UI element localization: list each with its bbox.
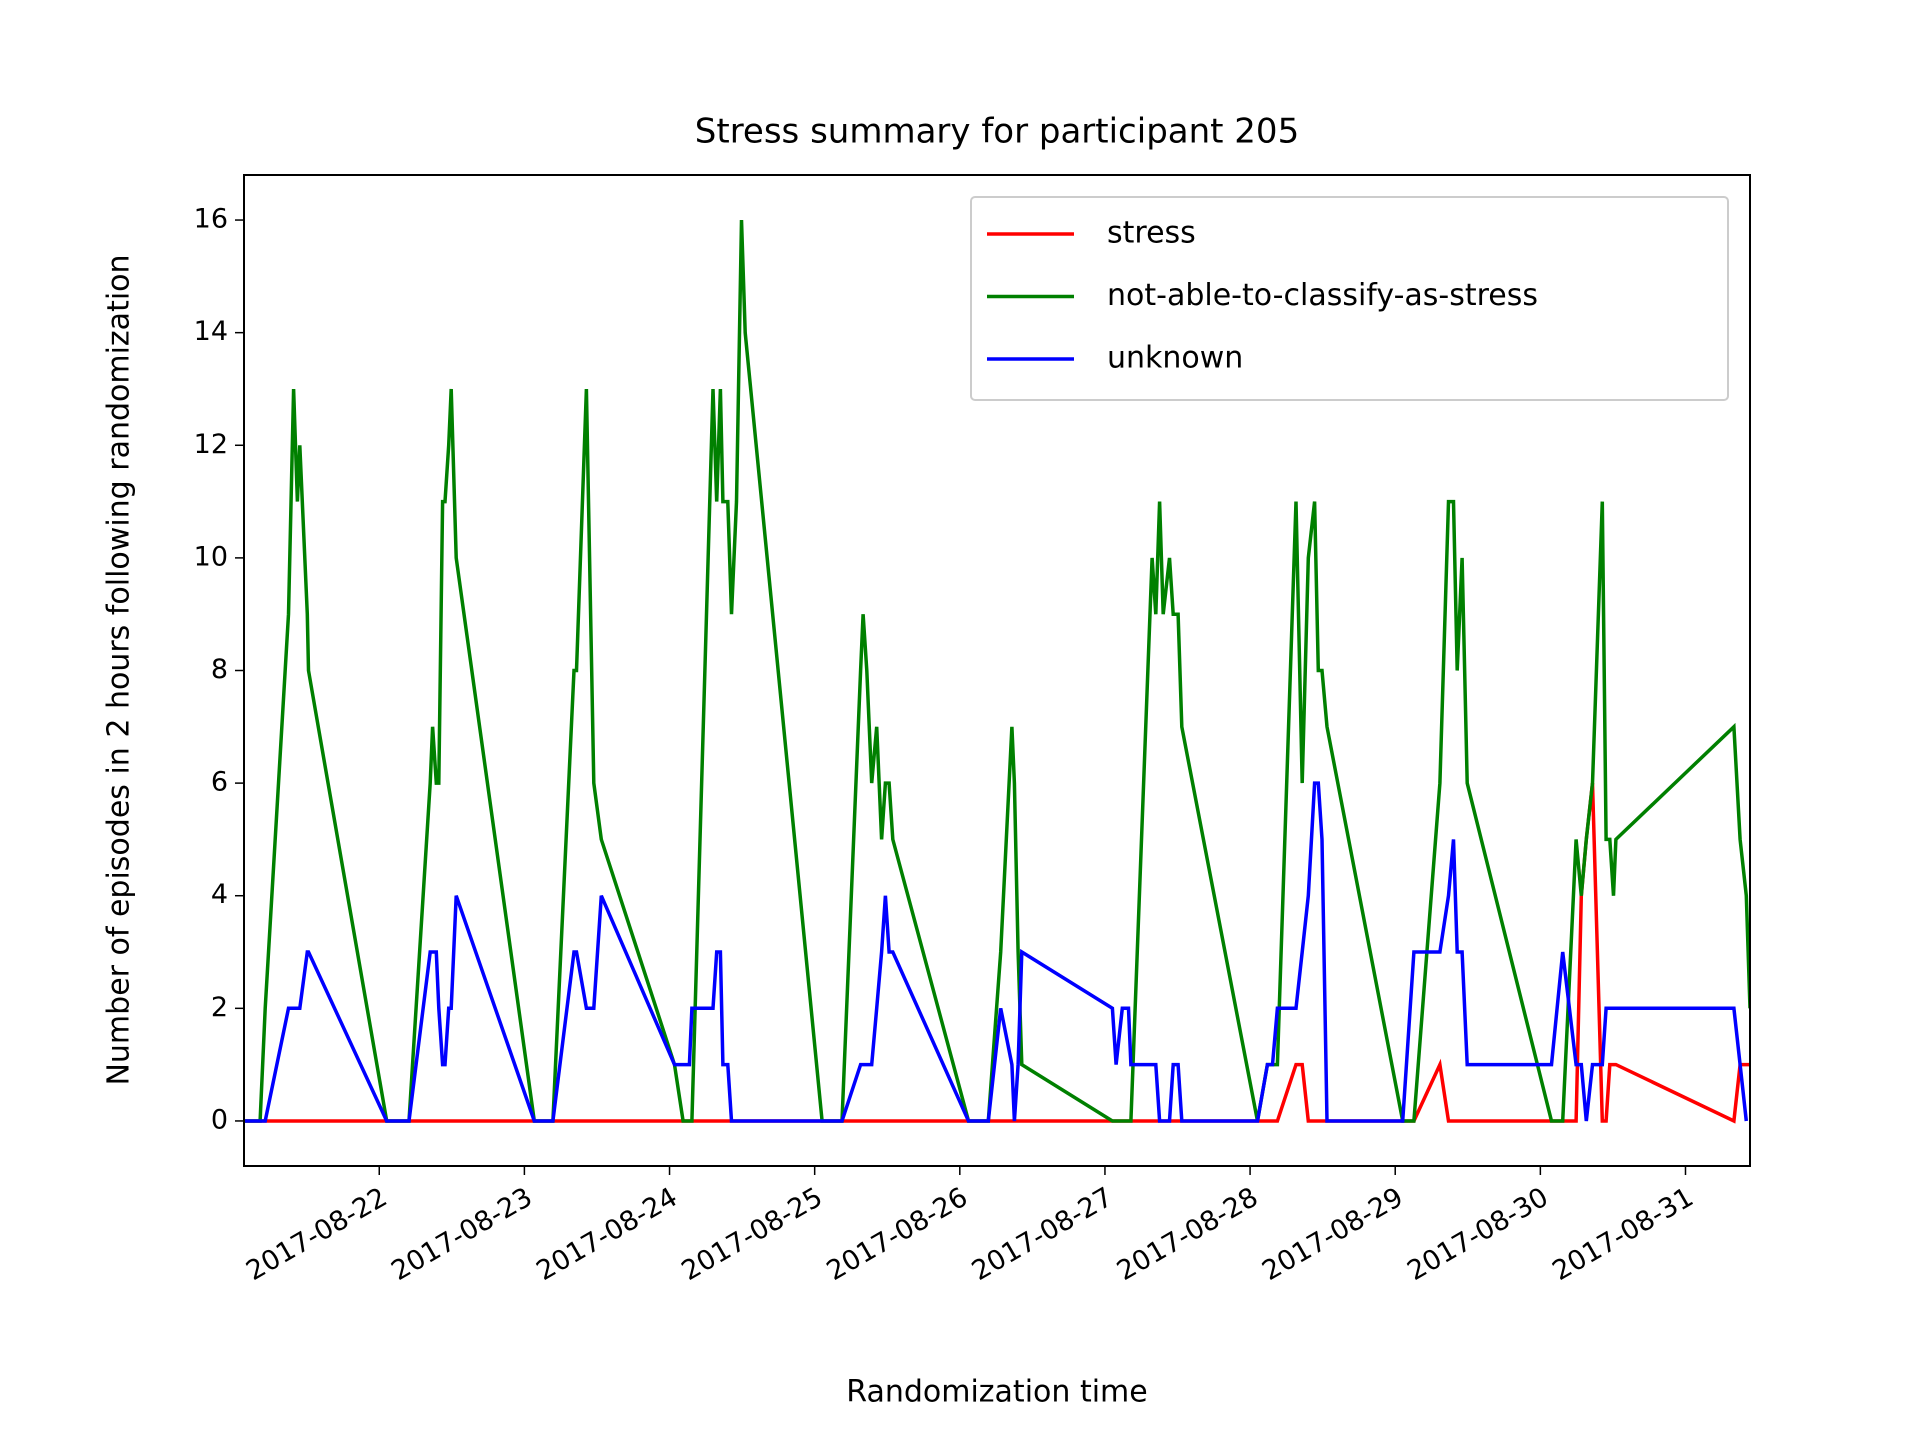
y-tick-label: 12 (194, 429, 228, 460)
x-tick-label: 2017-08-22 (241, 1182, 392, 1287)
plot-frame (243, 174, 1751, 1167)
y-tick-label: 14 (194, 316, 228, 347)
x-tick-label: 2017-08-26 (822, 1182, 973, 1287)
y-tick-label: 10 (194, 541, 228, 572)
x-tick-label: 2017-08-31 (1547, 1182, 1698, 1287)
y-tick-label: 16 (194, 204, 228, 235)
x-tick-label: 2017-08-25 (677, 1182, 828, 1287)
x-axis-label: Randomization time (846, 1375, 1147, 1410)
series-line (244, 781, 1749, 1123)
y-tick-label: 4 (211, 879, 228, 910)
x-tick-label: 2017-08-30 (1402, 1182, 1553, 1287)
y-tick-label: 8 (211, 654, 228, 685)
legend-label: stress (1107, 216, 1196, 251)
x-tick-label: 2017-08-27 (967, 1182, 1118, 1287)
x-tick-label: 2017-08-28 (1112, 1182, 1263, 1287)
y-axis-label: Number of episodes in 2 hours following … (102, 254, 137, 1085)
x-tick-label: 2017-08-29 (1257, 1182, 1408, 1287)
chart-title: Stress summary for participant 205 (695, 112, 1299, 152)
x-tick-label: 2017-08-24 (531, 1182, 682, 1287)
legend-label: unknown (1107, 341, 1243, 376)
legend-label: not-able-to-classify-as-stress (1107, 278, 1538, 313)
y-tick-label: 0 (211, 1104, 228, 1135)
legend-box (970, 196, 1729, 401)
series-line (244, 782, 1750, 1124)
x-tick-label: 2017-08-23 (386, 1182, 537, 1287)
y-tick-label: 2 (211, 992, 228, 1023)
y-tick-label: 6 (211, 767, 228, 798)
